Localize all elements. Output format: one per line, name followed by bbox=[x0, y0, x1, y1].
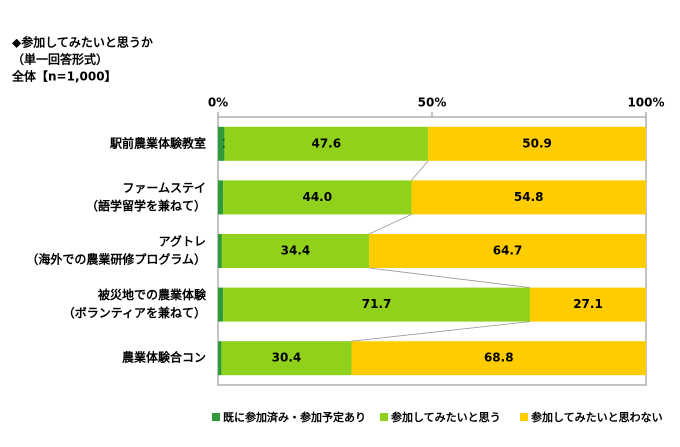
chart-subtitle: 全体【n=1,000】 bbox=[11, 69, 117, 84]
data-label: 47.6 bbox=[311, 136, 341, 150]
bar-segment bbox=[530, 287, 646, 322]
series-line bbox=[411, 160, 429, 181]
bar-segment bbox=[221, 341, 352, 376]
series-line bbox=[351, 321, 531, 342]
chart-subtitle: （単一回答形式） bbox=[12, 52, 108, 67]
data-label: 30.4 bbox=[272, 351, 302, 365]
x-tick-label: 0% bbox=[208, 96, 228, 110]
y-tick-label: 被災地での農業体験 bbox=[98, 287, 207, 302]
bar-segment bbox=[223, 287, 531, 322]
data-label: 71.7 bbox=[362, 297, 392, 311]
bar-segment bbox=[224, 126, 429, 161]
y-tick-label: （ボランティアを兼ねて） bbox=[63, 305, 206, 320]
y-tick-label: （語学留学を兼ねて） bbox=[86, 198, 206, 213]
legend-swatch bbox=[520, 413, 528, 421]
y-tick-label: 農業体験合コン bbox=[122, 350, 206, 365]
bar-segment bbox=[369, 234, 646, 268]
series-line bbox=[368, 214, 412, 235]
bar-segment bbox=[221, 234, 370, 268]
data-label: 64.7 bbox=[493, 244, 523, 258]
data-label: 34.4 bbox=[281, 244, 311, 258]
legend-swatch bbox=[380, 413, 388, 421]
legend-swatch bbox=[212, 413, 220, 421]
y-tick-label: アグトレ bbox=[159, 234, 206, 249]
x-tick-label: 50% bbox=[418, 96, 447, 110]
legend-label: 参加してみたいと思う bbox=[391, 410, 501, 424]
bar-segment bbox=[218, 180, 224, 215]
y-tick-label: （海外での農業研修プログラム） bbox=[26, 252, 206, 267]
bar-segment bbox=[428, 126, 646, 161]
y-tick-label: ファームステイ bbox=[122, 181, 206, 195]
data-label: 27.1 bbox=[573, 297, 603, 311]
y-tick-label: 駅前農業体験教室 bbox=[109, 135, 206, 150]
data-label: 68.8 bbox=[484, 351, 514, 365]
bar-segment bbox=[223, 180, 412, 215]
data-label: 54.8 bbox=[514, 190, 544, 204]
bar-segment bbox=[218, 126, 225, 161]
bar-segment bbox=[218, 287, 224, 322]
bar-segment bbox=[351, 341, 646, 376]
series-line bbox=[369, 267, 531, 288]
bar-segment bbox=[218, 341, 222, 376]
chart-title: ◆参加してみたいと思うか bbox=[12, 35, 153, 50]
x-tick-label: 100% bbox=[627, 96, 664, 110]
data-label: 44.0 bbox=[302, 190, 332, 204]
legend-label: 参加してみたいと思わない bbox=[531, 410, 663, 424]
bar-segment bbox=[411, 180, 646, 215]
data-label: 50.9 bbox=[522, 136, 552, 150]
legend-label: 既に参加済み・参加予定あり bbox=[223, 410, 366, 424]
bar-segment bbox=[218, 234, 222, 268]
